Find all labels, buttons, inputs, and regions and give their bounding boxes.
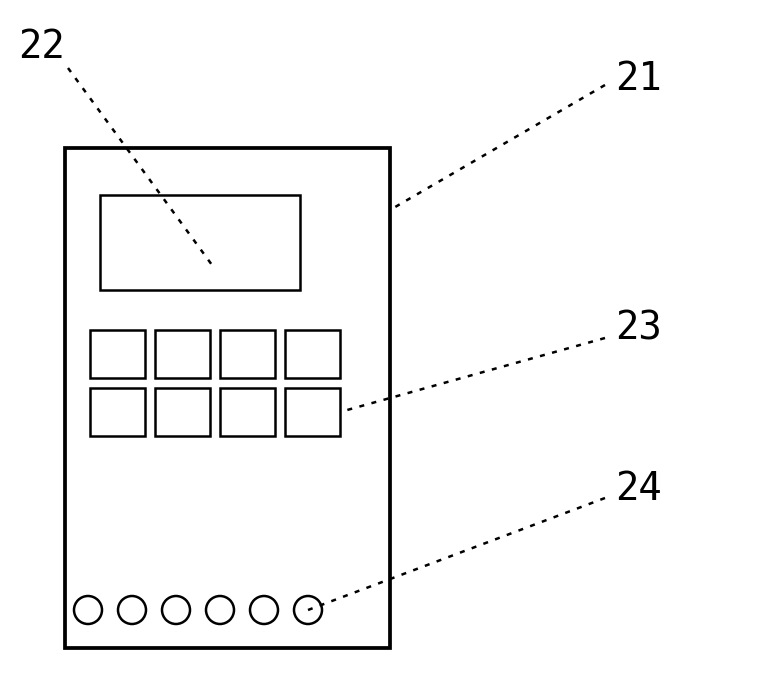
Bar — [155, 330, 210, 378]
Circle shape — [118, 596, 146, 624]
Bar — [285, 388, 340, 436]
Bar — [90, 330, 145, 378]
Circle shape — [74, 596, 102, 624]
Bar — [285, 330, 340, 378]
Circle shape — [294, 596, 322, 624]
Bar — [65, 148, 390, 648]
Bar — [90, 388, 145, 436]
Bar — [100, 195, 300, 290]
Circle shape — [162, 596, 190, 624]
Bar — [155, 388, 210, 436]
Text: 24: 24 — [615, 470, 662, 508]
Text: 23: 23 — [615, 310, 662, 348]
Bar — [220, 388, 275, 436]
Bar — [220, 330, 275, 378]
Circle shape — [206, 596, 234, 624]
Circle shape — [250, 596, 278, 624]
Text: 22: 22 — [18, 28, 65, 66]
Text: 21: 21 — [615, 60, 662, 98]
